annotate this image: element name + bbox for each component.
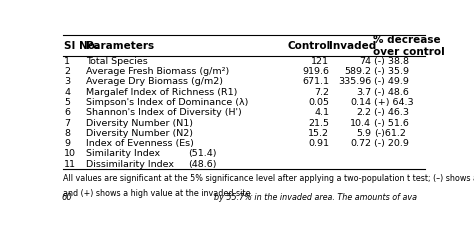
Text: Index of Evenness (Es): Index of Evenness (Es) — [86, 139, 193, 148]
Text: Total Species: Total Species — [86, 57, 147, 66]
Text: 919.6: 919.6 — [302, 67, 329, 76]
Text: 4.1: 4.1 — [314, 108, 329, 117]
Text: 121: 121 — [311, 57, 329, 66]
Text: Dissimilarity Index: Dissimilarity Index — [86, 160, 173, 169]
Text: 4: 4 — [64, 88, 71, 97]
Text: Similarity Index: Similarity Index — [86, 149, 160, 158]
Text: (-) 20.9: (-) 20.9 — [374, 139, 410, 148]
Text: Diversity Number (N2): Diversity Number (N2) — [86, 129, 193, 138]
Text: 9: 9 — [64, 139, 71, 148]
Text: 1: 1 — [64, 57, 71, 66]
Text: Simpson's Index of Dominance (λ): Simpson's Index of Dominance (λ) — [86, 98, 248, 107]
Text: Average Dry Biomass (g/m2): Average Dry Biomass (g/m2) — [86, 78, 223, 86]
Text: Average Fresh Biomass (g/m²): Average Fresh Biomass (g/m²) — [86, 67, 229, 76]
Text: 5: 5 — [64, 98, 71, 107]
Text: 8: 8 — [64, 129, 71, 138]
Text: Diversity Number (N1): Diversity Number (N1) — [86, 119, 193, 128]
Text: 0.05: 0.05 — [308, 98, 329, 107]
Text: 671.1: 671.1 — [302, 78, 329, 86]
Text: (-)61.2: (-)61.2 — [374, 129, 406, 138]
Text: 6: 6 — [64, 108, 71, 117]
Text: (-) 48.6: (-) 48.6 — [374, 88, 410, 97]
Text: Parameters: Parameters — [86, 41, 154, 51]
Text: 2: 2 — [64, 67, 71, 76]
Text: 589.2: 589.2 — [344, 67, 371, 76]
Text: (-) 38.8: (-) 38.8 — [374, 57, 410, 66]
Text: 21.5: 21.5 — [308, 119, 329, 128]
Text: (51.4): (51.4) — [189, 149, 217, 158]
Text: 0.91: 0.91 — [308, 139, 329, 148]
Text: (-) 49.9: (-) 49.9 — [374, 78, 410, 86]
Text: Invaded: Invaded — [329, 41, 376, 51]
Text: 60: 60 — [61, 193, 72, 202]
Text: 10: 10 — [64, 149, 76, 158]
Text: 74: 74 — [359, 57, 371, 66]
Text: 7: 7 — [64, 119, 71, 128]
Text: 5.9: 5.9 — [356, 129, 371, 138]
Text: 2.2: 2.2 — [356, 108, 371, 117]
Text: (48.6): (48.6) — [189, 160, 217, 169]
Text: Margalef Index of Richness (R1): Margalef Index of Richness (R1) — [86, 88, 237, 97]
Text: 0.72: 0.72 — [350, 139, 371, 148]
Text: by 55.7% in the invaded area. The amounts of ava: by 55.7% in the invaded area. The amount… — [213, 193, 417, 202]
Text: 335.96: 335.96 — [338, 78, 371, 86]
Text: All values are significant at the 5% significance level after applying a two-pop: All values are significant at the 5% sig… — [63, 174, 474, 183]
Text: SI No.: SI No. — [64, 41, 99, 51]
Text: % decrease
over control: % decrease over control — [374, 35, 445, 57]
Text: 15.2: 15.2 — [308, 129, 329, 138]
Text: Control: Control — [287, 41, 330, 51]
Text: 0.14: 0.14 — [350, 98, 371, 107]
Text: Shannon's Index of Diversity (H'): Shannon's Index of Diversity (H') — [86, 108, 241, 117]
Text: (-) 51.6: (-) 51.6 — [374, 119, 410, 128]
Text: 7.2: 7.2 — [314, 88, 329, 97]
Text: (+) 64.3: (+) 64.3 — [374, 98, 414, 107]
Text: 11: 11 — [64, 160, 76, 169]
Text: (-) 35.9: (-) 35.9 — [374, 67, 410, 76]
Text: 3: 3 — [64, 78, 71, 86]
Text: 10.4: 10.4 — [350, 119, 371, 128]
Text: and (+) shows a high value at the invaded site.: and (+) shows a high value at the invade… — [63, 189, 253, 198]
Text: 3.7: 3.7 — [356, 88, 371, 97]
Text: (-) 46.3: (-) 46.3 — [374, 108, 410, 117]
